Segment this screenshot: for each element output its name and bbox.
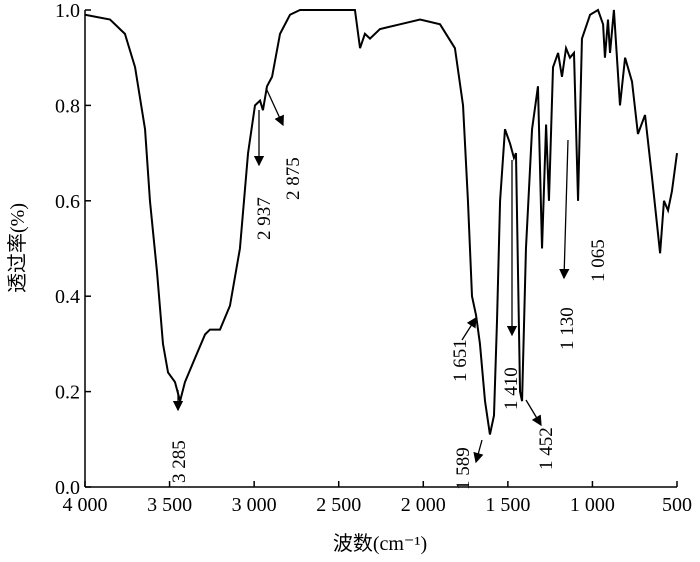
peak-arrow xyxy=(265,87,284,127)
x-tick-label: 4 000 xyxy=(63,494,108,516)
y-tick-label: 0.4 xyxy=(55,286,80,308)
peak-arrow xyxy=(461,316,477,341)
peak-arrow xyxy=(473,439,484,464)
peak-label: 1 452 xyxy=(536,427,557,470)
x-tick-label: 1 500 xyxy=(485,494,530,516)
peak-arrow xyxy=(559,139,570,280)
peak-arrow xyxy=(525,399,542,427)
y-tick-label: 0.2 xyxy=(55,382,80,404)
x-axis-label: 波数(cm⁻¹) xyxy=(333,532,427,555)
peak-label: 2 875 xyxy=(283,157,304,200)
y-tick-label: 0.8 xyxy=(55,95,80,117)
peak-label: 1 065 xyxy=(588,239,609,282)
y-tick-label: 0.0 xyxy=(55,477,80,499)
y-tick-label: 0.6 xyxy=(55,191,80,213)
x-tick-label: 3 000 xyxy=(232,494,277,516)
peak-label: 3 285 xyxy=(169,440,190,483)
peak-label: 2 937 xyxy=(254,197,275,240)
x-tick-label: 2 500 xyxy=(316,494,361,516)
peak-label: 1 130 xyxy=(557,307,578,350)
y-axis-label: 透过率(%) xyxy=(6,203,29,293)
peak-label: 1 410 xyxy=(501,367,522,410)
x-tick-label: 1 000 xyxy=(570,494,615,516)
x-tick-label: 500 xyxy=(662,494,692,516)
spectrum-line xyxy=(84,8,678,435)
peak-label: 1 589 xyxy=(453,447,474,490)
y-tick-label: 1.0 xyxy=(55,0,80,22)
x-tick-label: 2 000 xyxy=(401,494,446,516)
x-tick-label: 3 500 xyxy=(147,494,192,516)
peak-label: 1 651 xyxy=(450,339,471,382)
